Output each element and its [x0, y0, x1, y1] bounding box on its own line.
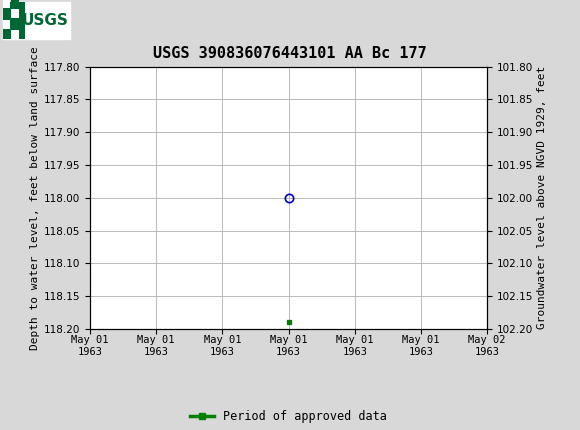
Bar [3, 20, 10, 28]
Bar [3, 2, 70, 39]
Y-axis label: Depth to water level, feet below land surface: Depth to water level, feet below land su… [30, 46, 39, 350]
Bar [3, 30, 10, 39]
Legend: Period of approved data: Period of approved data [186, 405, 392, 428]
Bar [11, 30, 19, 39]
Text: USGS: USGS [22, 13, 68, 28]
Bar [11, 0, 19, 8]
Bar [3, 9, 10, 18]
Bar [11, 9, 19, 18]
Bar [3, 0, 10, 8]
Bar [11, 20, 19, 28]
Bar [3, 2, 25, 39]
Text: USGS 390836076443101 AA Bc 177: USGS 390836076443101 AA Bc 177 [153, 46, 427, 61]
Y-axis label: Groundwater level above NGVD 1929, feet: Groundwater level above NGVD 1929, feet [538, 66, 548, 329]
